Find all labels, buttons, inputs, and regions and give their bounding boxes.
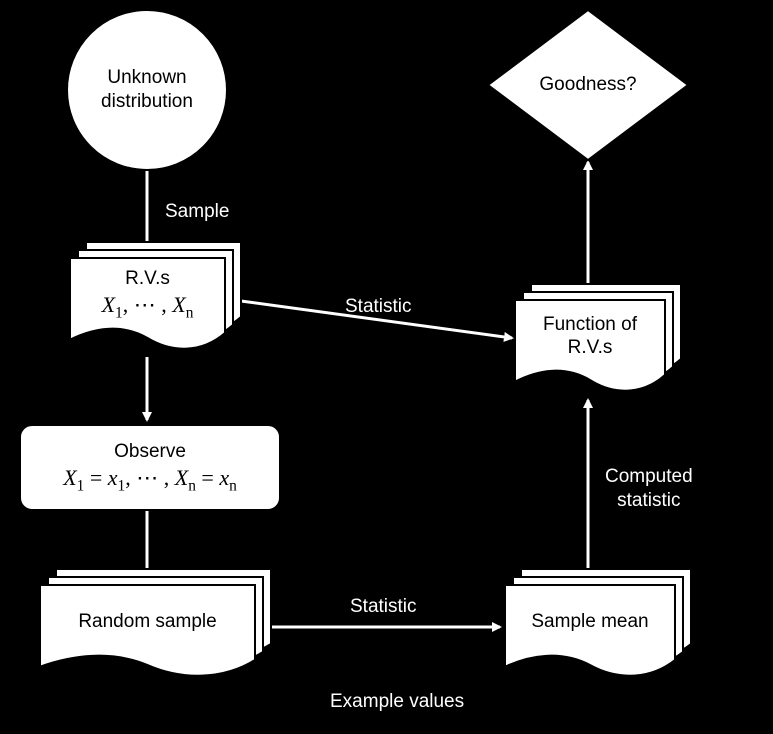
edge-label: Sample	[165, 200, 229, 224]
node-label: Sample mean	[510, 610, 670, 634]
node-label: ObserveX1 = x1, ⋯ , Xn = xn	[25, 440, 275, 495]
bottom-caption: Example values	[330, 690, 464, 714]
node-label: Function ofR.V.s	[520, 313, 660, 361]
node-label: R.V.sX1, ⋯ , Xn	[75, 267, 220, 322]
node-label: Unknowndistribution	[77, 66, 217, 114]
edge-label: Computedstatistic	[605, 465, 693, 513]
edge-label: Statistic	[350, 595, 417, 619]
node-label: Goodness?	[508, 73, 668, 97]
edge-label: Statistic	[345, 295, 412, 319]
node-label: Random sample	[45, 610, 250, 634]
